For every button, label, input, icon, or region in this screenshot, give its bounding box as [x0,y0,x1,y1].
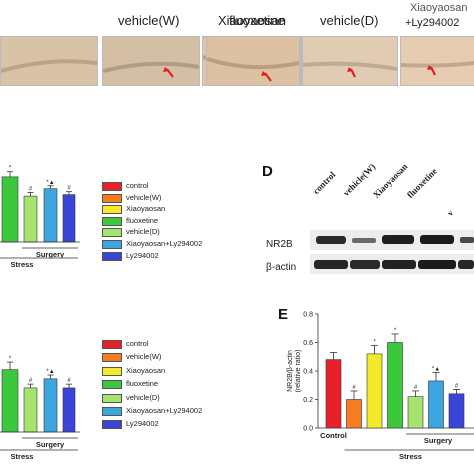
bar [366,353,383,429]
bar [428,380,444,429]
panel-letter-e: E [278,306,289,323]
legend-swatch [102,216,122,226]
legend-swatch [102,366,122,376]
bar-annotation: # [29,186,33,192]
legend-label: vehicle(W) [126,352,162,362]
bar [387,342,403,429]
bar-annotation: # [352,385,356,391]
y-tick-label: 0.4 [303,369,313,376]
bar-annotation: # [67,186,71,192]
legend-swatch [102,340,122,349]
legend-swatch [102,228,122,238]
micrograph-vehicle-d [302,36,398,86]
panel-letter-d: D [262,163,273,180]
stress-label: Stress [11,260,34,269]
micrograph-fluoxetine [300,36,302,86]
surgery-label: Surgery [36,440,65,449]
lane-label-fluoxetine: fluoxetine [404,166,439,200]
header-xiaoyaosan-ly-1: Xiaoyaosan [410,2,468,14]
bar-annotation: * [394,328,397,334]
bar [1,176,19,243]
lane-label-control: control [310,169,338,196]
legend-swatch [102,393,122,403]
legend-swatch [102,205,122,215]
header-xiaoyaosan-ly-2: +Ly294002 [405,17,460,29]
legend-label: vehicle(W) [126,192,162,202]
bar-annotation: *▲ [432,366,440,372]
micrograph-fluox [206,36,300,86]
legend-swatch [102,407,122,416]
bar [325,359,342,429]
legend-swatch [102,240,122,249]
legend-label: vehicle(D) [126,227,160,237]
legend-label: Xiaoyaosan [126,365,166,375]
bar [43,378,58,433]
legend-swatch [102,420,122,430]
bar-annotation: # [414,385,418,391]
lane-label-partial: v [444,207,456,218]
header-xiaoyaosan: Xiaoyaosan [218,13,286,28]
y-tick-label: 0.0 [303,426,313,433]
micrograph-flx [204,36,206,38]
bar-annotation: * [373,339,376,345]
bar [23,387,38,433]
stress-label: Stress [399,452,422,461]
legend-swatch [102,353,122,363]
legend-swatch [102,380,122,390]
header-vehicle-d: vehicle(D) [320,13,379,28]
legend-label: Xiaoyaosan+Ly294002 [126,239,203,248]
bar-annotation: *▲ [46,369,54,375]
legend-label: fluoxetine [126,379,159,389]
control-label: Control [320,431,347,440]
legend-label: control [126,181,149,190]
header-fluoxetine: fluoxetine [229,13,285,28]
y-axis-label: NR2B/β-actin(relative ratio) [287,350,302,393]
legend-label: Xiaoyaosan+Ly294002 [126,406,203,415]
micrograph-xiaoyaosan-ly [400,36,474,86]
bar [1,369,19,433]
bar-annotation: * [9,166,12,172]
y-tick-label: 0.8 [303,312,313,319]
header-vehicle-w: vehicle(W) [118,13,180,28]
legend-swatch [102,251,122,261]
bar-annotation: * [9,356,12,362]
surgery-label: Surgery [424,436,453,445]
chart-nr2b: 0.0 0.2 0.4 0.6 0.8 NR2B/β-actin(relative rat… [287,312,474,461]
legend-swatch [102,193,122,203]
legend-label: vehicle(D) [126,392,160,402]
bar [346,399,362,429]
micrograph-0 [0,36,98,86]
bar [407,396,424,429]
bar-annotation: # [67,378,71,384]
bar [62,387,76,433]
western-blot [310,230,474,274]
bar-annotation: # [29,378,33,384]
legend-label: Ly294002 [126,250,159,260]
bar [62,194,76,243]
bar-annotation: # [455,384,459,390]
legend-swatch [102,182,122,191]
y-tick-label: 0.2 [303,397,313,404]
bar [43,188,58,243]
legend-label: Xiaoyaosan [126,204,166,214]
y-tick-label: 0.6 [303,340,313,347]
band-label-beta-actin: β-actin [266,262,297,273]
bar [448,393,465,429]
surgery-label: Surgery [36,250,65,259]
band-label-nr2b: NR2B [266,239,293,250]
legend-upper: control vehicle(W) Xiaoyaosan fluoxetine veh… [102,182,222,272]
legend-label: Ly294002 [126,419,159,429]
bar [23,195,38,243]
legend-label: control [126,339,149,348]
micrograph-vehicle-w [102,36,200,86]
legend-label: fluoxetine [126,215,159,225]
legend-lower: control vehicle(W) Xiaoyaosan fluoxetine veh… [102,340,232,440]
bar-annotation: *▲ [46,180,54,186]
stress-label: Stress [11,452,34,461]
